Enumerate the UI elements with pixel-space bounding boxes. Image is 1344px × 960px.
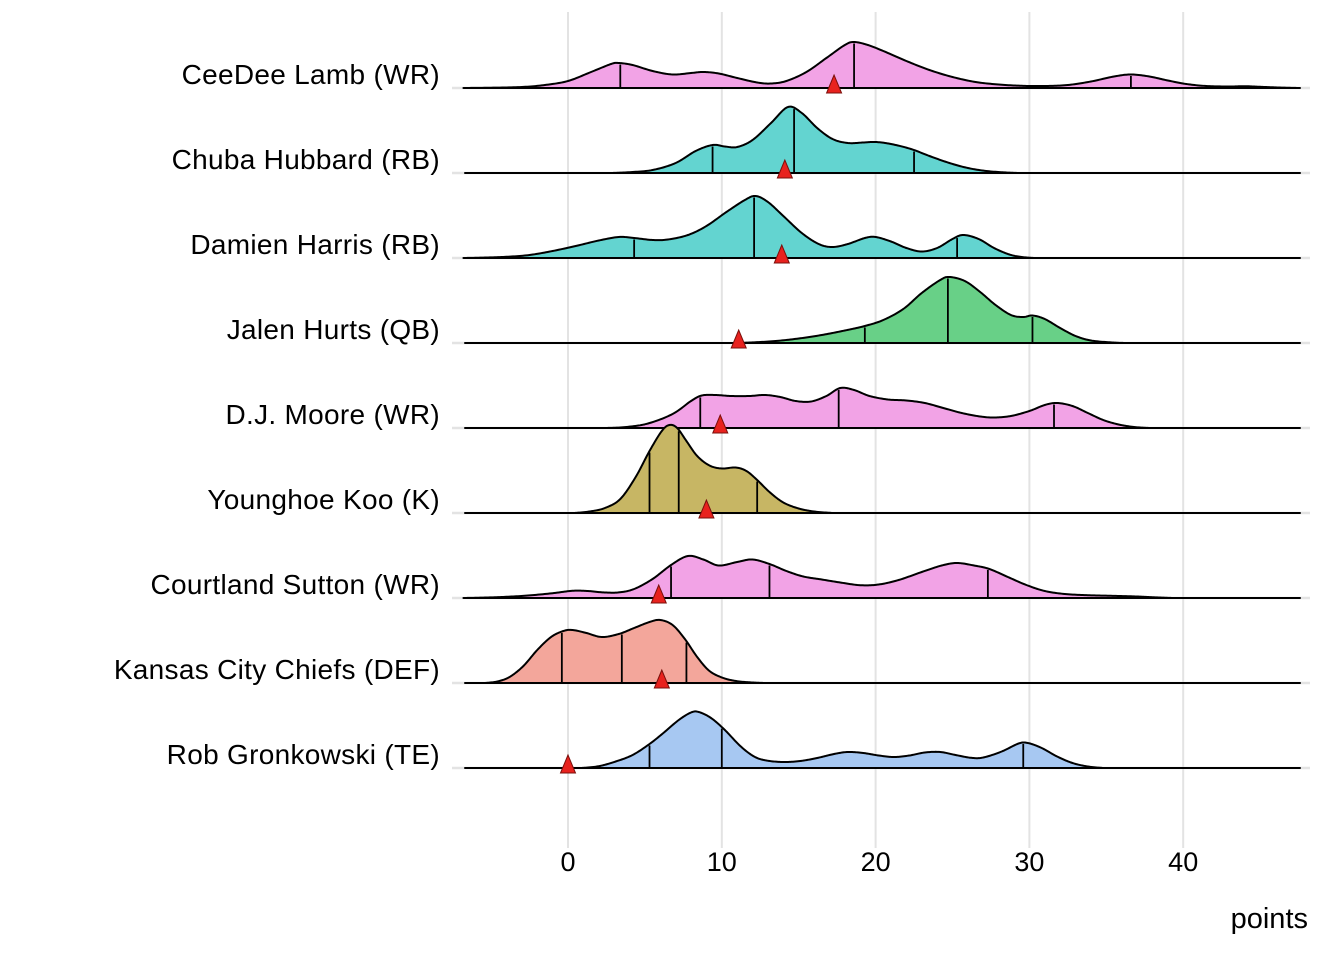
gridlines-layer: [452, 12, 1310, 848]
ridge-row: Damien Harris (RB): [190, 194, 1301, 264]
ridges-layer: CeeDee Lamb (WR) Chuba Hubbard (RB) Damien…: [114, 41, 1301, 774]
actual-points-marker: [653, 668, 671, 689]
actual-points-marker: [773, 243, 791, 264]
actual-points-marker: [776, 158, 794, 179]
player-label: Rob Gronkowski (TE): [167, 739, 440, 770]
density-curve: [464, 710, 1301, 769]
x-axis-title: points: [1231, 903, 1308, 935]
player-label: Kansas City Chiefs (DEF): [114, 654, 440, 685]
player-label: Courtland Sutton (WR): [150, 569, 440, 600]
ridge-row: Jalen Hurts (QB): [227, 275, 1301, 349]
player-label: Jalen Hurts (QB): [227, 314, 440, 345]
actual-points-marker: [650, 583, 667, 604]
player-label: Chuba Hubbard (RB): [172, 144, 440, 175]
density-curve: [462, 554, 1301, 599]
ridge-row: Kansas City Chiefs (DEF): [114, 618, 1301, 689]
density-curve: [462, 41, 1301, 89]
density-curve: [464, 423, 1301, 514]
density-curve: [462, 194, 1301, 259]
density-curve: [464, 275, 1301, 344]
player-label: Younghoe Koo (K): [207, 484, 440, 515]
x-axis-layer: 0 10 20 30 40: [560, 847, 1198, 877]
ridge-row: Courtland Sutton (WR): [150, 554, 1301, 604]
actual-points-marker: [559, 753, 577, 774]
player-label: Damien Harris (RB): [190, 229, 440, 260]
x-tick-label: 20: [861, 847, 891, 877]
actual-points-marker: [698, 498, 715, 519]
x-tick-label: 0: [560, 847, 575, 877]
x-tick-label: 40: [1168, 847, 1198, 877]
ridge-row: Younghoe Koo (K): [207, 423, 1301, 519]
ridge-row: D.J. Moore (WR): [226, 386, 1301, 434]
ridge-row: Rob Gronkowski (TE): [167, 710, 1301, 774]
actual-points-marker: [730, 328, 747, 349]
actual-points-marker: [825, 73, 843, 94]
x-tick-label: 10: [707, 847, 737, 877]
ridge-row: CeeDee Lamb (WR): [182, 41, 1301, 94]
actual-points-marker: [712, 413, 729, 434]
density-curve: [464, 386, 1301, 429]
player-label: CeeDee Lamb (WR): [182, 59, 440, 90]
player-label: D.J. Moore (WR): [226, 399, 441, 430]
density-curve: [464, 618, 1301, 684]
x-tick-label: 30: [1014, 847, 1044, 877]
ridge-row: Chuba Hubbard (RB): [172, 105, 1301, 179]
density-curve: [464, 105, 1301, 174]
